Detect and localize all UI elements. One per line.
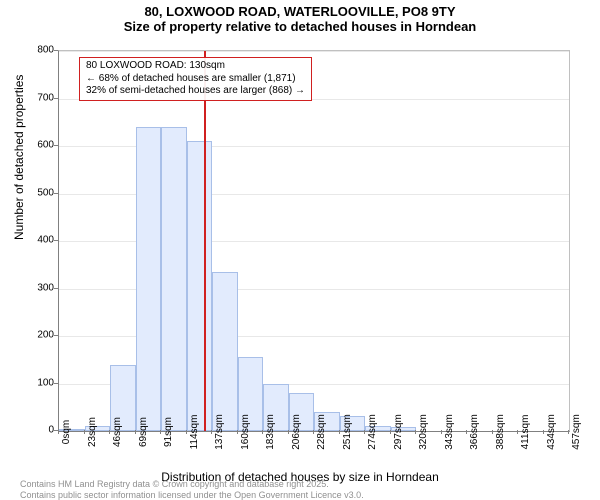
histogram-bar (187, 141, 213, 431)
callout-line2: ← 68% of detached houses are smaller (1,… (86, 73, 305, 86)
x-tick (109, 430, 110, 434)
title-block: 80, LOXWOOD ROAD, WATERLOOVILLE, PO8 9TY… (0, 0, 600, 34)
y-tick (54, 288, 58, 289)
y-tick (54, 335, 58, 336)
y-tick-label: 700 (14, 92, 54, 103)
x-tick-label: 251sqm (342, 414, 353, 450)
y-tick-label: 500 (14, 187, 54, 198)
x-tick (84, 430, 85, 434)
x-tick-label: 206sqm (291, 414, 302, 450)
histogram-bar (136, 127, 162, 431)
y-tick (54, 240, 58, 241)
x-tick-label: 274sqm (367, 414, 378, 450)
x-tick-label: 91sqm (163, 417, 174, 447)
x-tick-label: 366sqm (469, 414, 480, 450)
x-tick (211, 430, 212, 434)
x-tick (160, 430, 161, 434)
callout-line3: 32% of semi-detached houses are larger (… (86, 85, 305, 98)
x-tick-label: 137sqm (214, 414, 225, 450)
x-tick (415, 430, 416, 434)
gridline (59, 51, 569, 52)
x-tick (288, 430, 289, 434)
x-tick (237, 430, 238, 434)
y-tick (54, 383, 58, 384)
callout-box: 80 LOXWOOD ROAD: 130sqm ← 68% of detache… (79, 57, 312, 101)
x-tick-label: 457sqm (571, 414, 582, 450)
footer-line2: Contains public sector information licen… (20, 490, 364, 500)
x-tick (517, 430, 518, 434)
x-tick-label: 343sqm (444, 414, 455, 450)
position-marker-line (204, 51, 206, 431)
x-tick-label: 183sqm (265, 414, 276, 450)
plot-area: 80 LOXWOOD ROAD: 130sqm ← 68% of detache… (58, 50, 570, 432)
x-tick (58, 430, 59, 434)
x-tick (135, 430, 136, 434)
x-tick (466, 430, 467, 434)
y-tick-label: 600 (14, 140, 54, 151)
x-tick (364, 430, 365, 434)
x-tick-label: 320sqm (418, 414, 429, 450)
x-tick (390, 430, 391, 434)
histogram-bar (161, 127, 187, 431)
x-tick (441, 430, 442, 434)
y-tick-label: 300 (14, 282, 54, 293)
x-tick-label: 114sqm (189, 415, 200, 450)
x-tick (313, 430, 314, 434)
x-tick (568, 430, 569, 434)
x-tick-label: 228sqm (316, 414, 327, 450)
y-tick-label: 200 (14, 330, 54, 341)
x-tick-label: 46sqm (112, 417, 123, 447)
x-tick-label: 69sqm (138, 417, 149, 447)
callout-line1: 80 LOXWOOD ROAD: 130sqm (86, 60, 305, 73)
x-tick (186, 430, 187, 434)
y-tick (54, 193, 58, 194)
y-tick (54, 50, 58, 51)
y-tick-label: 0 (14, 425, 54, 436)
title-subtitle: Size of property relative to detached ho… (0, 19, 600, 34)
y-tick (54, 98, 58, 99)
y-tick-label: 400 (14, 235, 54, 246)
y-tick-label: 100 (14, 377, 54, 388)
x-tick-label: 160sqm (240, 414, 251, 450)
x-tick-label: 0sqm (61, 420, 72, 444)
y-tick (54, 145, 58, 146)
footer-line1: Contains HM Land Registry data © Crown c… (20, 479, 364, 489)
x-tick (339, 430, 340, 434)
y-tick-label: 800 (14, 45, 54, 56)
x-tick-label: 23sqm (87, 417, 98, 447)
title-address: 80, LOXWOOD ROAD, WATERLOOVILLE, PO8 9TY (0, 4, 600, 19)
x-tick (262, 430, 263, 434)
histogram-bar (212, 272, 238, 431)
x-tick-label: 411sqm (520, 415, 531, 450)
footer-credits: Contains HM Land Registry data © Crown c… (20, 479, 364, 500)
x-tick (543, 430, 544, 434)
x-tick-label: 388sqm (495, 414, 506, 450)
x-tick-label: 297sqm (393, 414, 404, 450)
x-tick-label: 434sqm (546, 414, 557, 450)
x-tick (492, 430, 493, 434)
